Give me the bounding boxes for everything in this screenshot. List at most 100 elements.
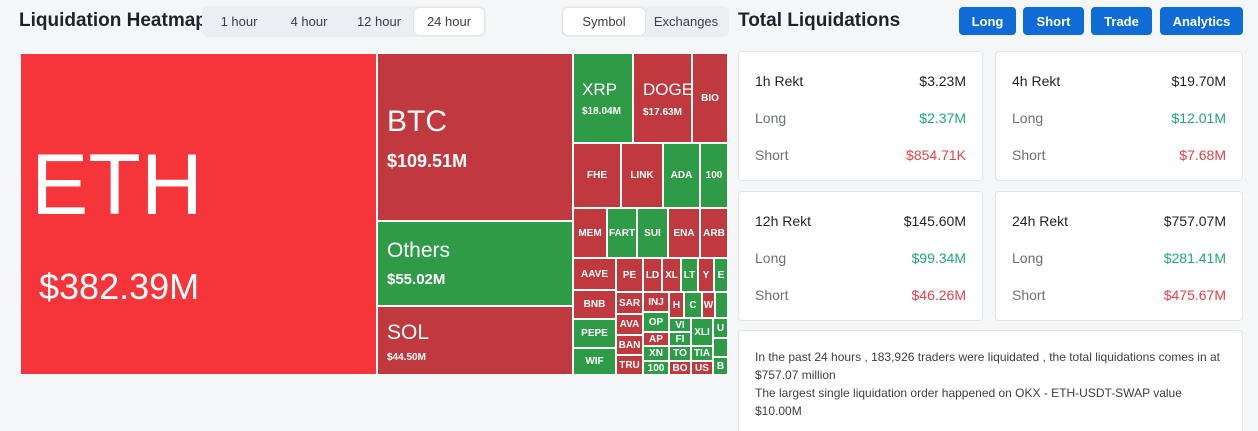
view-option-symbol[interactable]: Symbol xyxy=(563,8,645,35)
tile-value: $55.02M xyxy=(387,271,446,288)
tile-xrp[interactable]: XRP $18.04M xyxy=(573,53,633,143)
rekt-card-1h: 1h Rekt $3.23M Long $2.37M Short $854.71K xyxy=(738,51,983,181)
tile-tru[interactable]: TRU xyxy=(616,355,643,375)
tile-ban[interactable]: BAN xyxy=(616,335,643,355)
tile-e[interactable]: E xyxy=(714,258,728,292)
short-label: Short xyxy=(1012,147,1046,163)
tile-c[interactable]: C xyxy=(684,292,702,318)
tile-inj[interactable]: INJ xyxy=(643,292,669,312)
view-option-exchanges[interactable]: Exchanges xyxy=(653,14,719,29)
rekt-card-24h: 24h Rekt $757.07M Long $281.41M Short $475.… xyxy=(995,191,1243,321)
tile-vi[interactable]: VI xyxy=(669,318,691,332)
tile-value: $44.50M xyxy=(387,352,426,363)
long-label: Long xyxy=(1012,250,1044,266)
tile-fart[interactable]: FART xyxy=(607,208,637,258)
tile-bio[interactable]: BIO xyxy=(692,53,728,143)
tile-fi[interactable]: FI xyxy=(669,332,691,346)
card-total: $3.23M xyxy=(919,73,966,89)
card-label: 24h Rekt xyxy=(1012,213,1069,229)
tile-xn[interactable]: XN xyxy=(643,346,669,361)
tile-others[interactable]: Others $55.02M xyxy=(377,221,573,306)
time-option-24h[interactable]: 24 hour xyxy=(414,8,484,35)
time-option-12h[interactable]: 12 hour xyxy=(356,14,402,29)
short-value: $46.26M xyxy=(911,287,966,303)
tile-fhe[interactable]: FHE xyxy=(573,143,621,208)
tile-tia[interactable]: TIA xyxy=(691,346,713,361)
tile-symbol: SOL xyxy=(387,321,430,344)
long-value: $281.41M xyxy=(1163,250,1226,266)
view-selector: Symbol Exchanges xyxy=(561,6,729,37)
long-button[interactable]: Long xyxy=(959,7,1016,35)
liquidation-heatmap: ETH $382.39M BTC $109.51M Others $55.02M… xyxy=(20,53,728,375)
card-label: 1h Rekt xyxy=(755,73,804,89)
long-label: Long xyxy=(1012,110,1044,126)
tile-sui[interactable]: SUI xyxy=(637,208,668,258)
short-value: $475.67M xyxy=(1163,287,1226,303)
tile-us[interactable]: US xyxy=(691,361,713,375)
tile-pe[interactable]: PE xyxy=(616,258,643,292)
tile-symbol: DOGE xyxy=(643,80,692,99)
tile-value: $109.51M xyxy=(387,151,468,171)
time-range-selector: 1 hour 4 hour 12 hour 24 hour xyxy=(202,6,486,37)
tile-value: $18.04M xyxy=(582,106,621,117)
tile-bnb[interactable]: BNB xyxy=(573,290,616,319)
tile-small-1[interactable] xyxy=(713,338,728,357)
heatmap-title: Liquidation Heatmap xyxy=(19,10,207,31)
tile-to[interactable]: TO xyxy=(669,346,691,361)
tile-lt[interactable]: LT xyxy=(681,258,698,292)
tile-g[interactable] xyxy=(715,292,728,318)
long-value: $2.37M xyxy=(919,110,966,126)
long-label: Long xyxy=(755,110,787,126)
tile-sol[interactable]: SOL $44.50M xyxy=(377,306,573,375)
time-option-4h[interactable]: 4 hour xyxy=(290,14,328,29)
tile-aave[interactable]: AAVE xyxy=(573,258,616,290)
card-total: $19.70M xyxy=(1171,73,1226,89)
tile-ena[interactable]: ENA xyxy=(668,208,700,258)
analytics-button[interactable]: Analytics xyxy=(1160,7,1243,35)
tile-ada[interactable]: ADA xyxy=(663,143,700,208)
tile-value: $382.39M xyxy=(39,266,200,307)
card-label: 12h Rekt xyxy=(755,213,812,229)
long-label: Long xyxy=(755,250,787,266)
total-liquidations-title: Total Liquidations xyxy=(738,10,901,31)
tile-symbol: ETH xyxy=(31,137,203,233)
tile-mem[interactable]: MEM xyxy=(573,208,607,258)
tile-symbol: BTC xyxy=(387,105,447,138)
tile-sar[interactable]: SAR xyxy=(616,292,643,314)
tile-eth[interactable]: ETH $382.39M xyxy=(20,53,377,375)
tile-bo[interactable]: BO xyxy=(669,361,691,375)
summary-largest-order-line: The largest single liquidation order hap… xyxy=(755,386,1182,418)
tile-xli[interactable]: XLI xyxy=(691,318,713,346)
card-total: $757.07M xyxy=(1163,213,1226,229)
tile-pepe[interactable]: PEPE xyxy=(573,319,616,348)
tile-doge[interactable]: DOGE $17.63M xyxy=(633,53,692,143)
trade-button[interactable]: Trade xyxy=(1091,7,1152,35)
tile-symbol: Others xyxy=(387,239,451,262)
tile-btc[interactable]: BTC $109.51M xyxy=(377,53,573,221)
card-total: $145.60M xyxy=(903,213,966,229)
tile-op[interactable]: OP xyxy=(643,312,669,332)
summary-traders-line: In the past 24 hours , 183,926 traders w… xyxy=(755,350,1220,382)
tile-100b[interactable]: 100 xyxy=(643,361,669,375)
tile-arb[interactable]: ARB xyxy=(700,208,728,258)
short-label: Short xyxy=(755,287,789,303)
tile-xl[interactable]: XL xyxy=(662,258,681,292)
short-button[interactable]: Short xyxy=(1023,7,1084,35)
long-value: $12.01M xyxy=(1171,110,1226,126)
tile-symbol: XRP xyxy=(582,80,617,99)
tile-ava[interactable]: AVA xyxy=(616,314,643,335)
time-option-1h[interactable]: 1 hour xyxy=(220,14,258,29)
tile-y[interactable]: Y xyxy=(698,258,714,292)
liquidation-summary: In the past 24 hours , 183,926 traders w… xyxy=(738,330,1243,431)
tile-b[interactable]: B xyxy=(713,357,728,375)
tile-u[interactable]: U xyxy=(713,318,728,338)
tile-h[interactable]: H xyxy=(669,292,684,318)
tile-w[interactable]: W xyxy=(702,292,715,318)
rekt-card-4h: 4h Rekt $19.70M Long $12.01M Short $7.68M xyxy=(995,51,1243,181)
tile-ap[interactable]: AP xyxy=(643,332,669,346)
tile-ld[interactable]: LD xyxy=(643,258,662,292)
tile-wif[interactable]: WIF xyxy=(573,348,616,375)
tile-value: $17.63M xyxy=(643,107,682,118)
tile-100[interactable]: 100 xyxy=(700,143,728,208)
tile-link[interactable]: LINK xyxy=(621,143,663,208)
